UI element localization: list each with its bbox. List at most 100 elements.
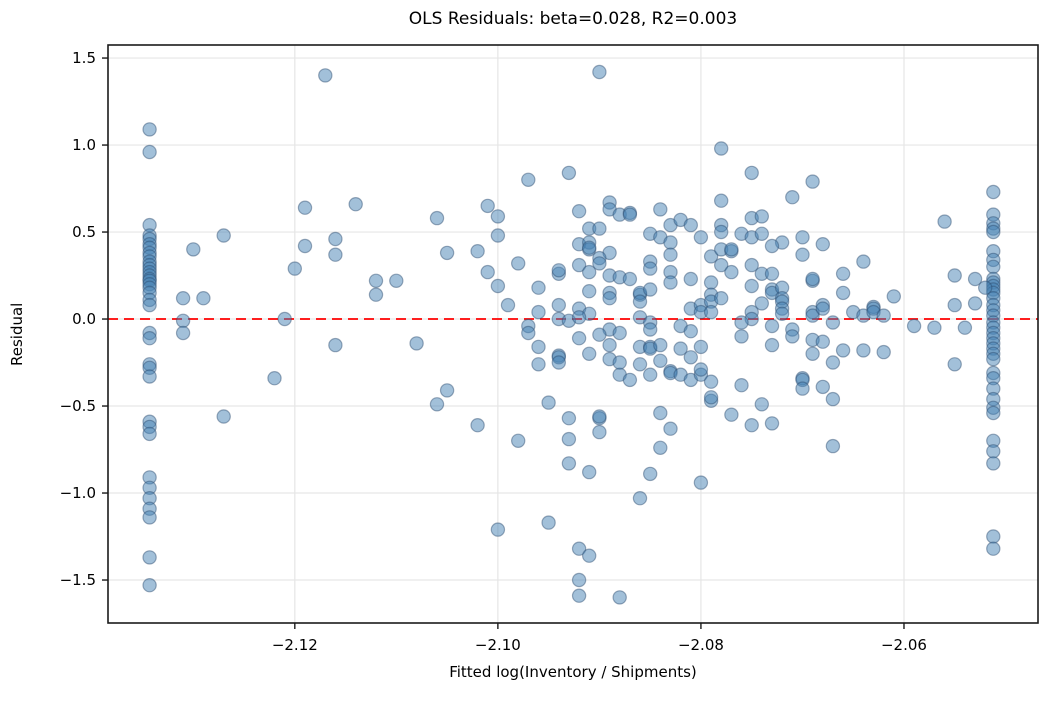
scatter-point [142, 122, 157, 137]
scatter-point [561, 431, 577, 447]
scatter-point [724, 264, 739, 280]
scatter-point [277, 311, 292, 327]
scatter-point [592, 64, 607, 80]
scatter-point [795, 247, 810, 262]
scatter-point [612, 325, 627, 341]
scatter-point [734, 378, 749, 393]
scatter-point [622, 372, 638, 388]
scatter-point [541, 515, 556, 530]
scatter-point [592, 409, 607, 424]
scatter-point [439, 245, 455, 261]
scatter-point [216, 409, 231, 424]
scatter-point [927, 320, 942, 335]
scatter-point [835, 343, 851, 358]
scatter-point [480, 264, 495, 280]
scatter-point [531, 357, 546, 372]
scatter-point [643, 367, 658, 382]
scatter-point [663, 421, 678, 436]
scatter-point [754, 209, 770, 224]
scatter-point [551, 263, 567, 278]
scatter-point [714, 291, 729, 306]
scatter-point [693, 230, 709, 245]
scatter-point [348, 196, 363, 212]
scatter-point [622, 271, 638, 287]
scatter-point [947, 268, 962, 283]
scatter-point [328, 337, 343, 353]
scatter-point [561, 411, 577, 426]
scatter-point [703, 275, 719, 290]
scatter-point [142, 426, 157, 442]
scatter-point [825, 315, 841, 330]
scatter-point [592, 221, 607, 236]
y-tick-label: 0.0 [72, 310, 96, 328]
scatter-point [764, 318, 780, 334]
scatter-point [947, 297, 962, 313]
scatter-point [986, 351, 1001, 367]
scatter-point [703, 249, 719, 264]
scatter-point [663, 235, 678, 250]
x-tick-label: −2.12 [272, 636, 318, 654]
scatter-point [571, 541, 587, 556]
scatter-point [714, 224, 729, 240]
scatter-point [825, 391, 841, 407]
scatter-point [856, 343, 871, 358]
scatter-point [795, 381, 810, 396]
scatter-point [551, 297, 567, 313]
scatter-point [470, 418, 485, 433]
scatter-point [986, 184, 1001, 200]
scatter-point [785, 189, 800, 205]
scatter-point [986, 259, 1001, 274]
scatter-point [561, 165, 577, 181]
scatter-point [429, 397, 445, 412]
scatter-point [602, 337, 617, 353]
scatter-point [653, 353, 668, 368]
scatter-point [734, 315, 749, 330]
scatter-point [409, 336, 424, 351]
scatter-point [986, 224, 1001, 240]
scatter-point [805, 346, 820, 361]
scatter-point [582, 264, 597, 280]
scatter-point [643, 322, 658, 337]
scatter-point [142, 510, 157, 525]
scatter-point [683, 217, 699, 233]
scatter-point [490, 228, 506, 243]
scatter-point [531, 304, 546, 320]
scatter-point [663, 247, 678, 262]
scatter-point [571, 310, 587, 325]
scatter-point [744, 165, 759, 181]
scatter-point [592, 327, 607, 342]
scatter-point [531, 339, 546, 355]
scatter-point [561, 456, 577, 471]
scatter-point [815, 379, 831, 395]
scatter-point [521, 325, 536, 341]
scatter-point [653, 440, 668, 455]
y-tick-label: 1.0 [72, 136, 96, 154]
scatter-point [714, 141, 729, 156]
scatter-point [805, 271, 820, 287]
scatter-point [592, 256, 607, 271]
scatter-point [805, 174, 820, 189]
scatter-point [511, 433, 526, 448]
scatter-point [693, 362, 709, 377]
y-tick-label: −0.5 [60, 397, 96, 415]
scatter-point [876, 344, 891, 360]
scatter-point [142, 144, 157, 160]
scatter-point [175, 325, 191, 341]
scatter-point [774, 306, 790, 321]
scatter-point [835, 285, 851, 301]
scatter-point [825, 355, 841, 370]
scatter-point [856, 254, 871, 269]
scatter-point [632, 491, 648, 506]
scatter-point [986, 541, 1001, 556]
scatter-point [937, 214, 952, 229]
scatter-point [328, 231, 343, 247]
scatter-point [142, 550, 157, 565]
scatter-point [663, 275, 678, 290]
scatter-point [835, 266, 851, 281]
scatter-point [744, 278, 759, 294]
scatter-point [683, 324, 699, 339]
scatter-point [785, 329, 800, 344]
scatter-point [673, 341, 688, 356]
scatter-point [632, 357, 648, 372]
